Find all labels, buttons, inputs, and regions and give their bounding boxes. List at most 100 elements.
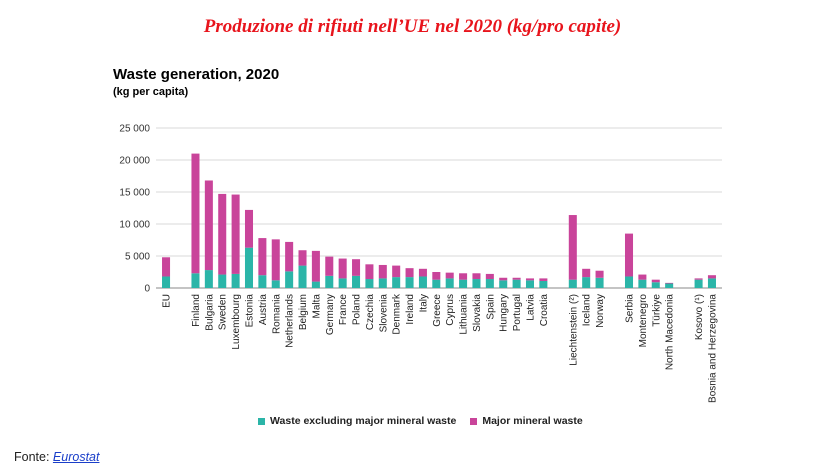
source-line: Fonte: Eurostat [14, 450, 99, 464]
x-category-label: Lithuania [459, 294, 470, 335]
bar-segment-waste-excluding [271, 280, 280, 288]
legend-swatch-teal [258, 417, 265, 425]
bar-segment-waste-excluding [191, 273, 200, 288]
legend-label-waste-excluding: Waste excluding major mineral waste [270, 415, 457, 427]
x-category-label: Montenegro [638, 294, 649, 348]
bar-segment-waste-excluding [707, 278, 716, 288]
bar-segment-major-mineral [271, 239, 280, 281]
x-category-label: Estonia [244, 294, 255, 328]
bar-segment-major-mineral [595, 270, 604, 278]
x-category-label: Slovenia [378, 294, 389, 333]
bar-segment-waste-excluding [694, 279, 703, 288]
x-category-label: Bosnia and Herzegovina [707, 294, 718, 403]
bar-segment-waste-excluding [459, 279, 468, 288]
x-category-label: Malta [311, 294, 322, 319]
x-category-label: Türkiye [651, 294, 662, 327]
x-category-label: Italy [418, 294, 429, 312]
bar-segment-major-mineral [298, 250, 307, 266]
legend-item-major-mineral: Major mineral waste [470, 415, 583, 427]
bar-segment-waste-excluding [418, 276, 427, 288]
y-tick-label: 0 [144, 284, 150, 295]
x-category-label: Liechtenstein (²) [568, 294, 579, 366]
bar-segment-waste-excluding [539, 280, 548, 288]
bar-segment-major-mineral [499, 277, 508, 281]
bar-segment-waste-excluding [595, 277, 604, 288]
source-label: Fonte: [14, 450, 50, 464]
bar-segment-major-mineral [285, 241, 294, 272]
x-category-label: Spain [485, 294, 496, 320]
bar-segment-major-mineral [218, 193, 227, 275]
bar-segment-major-mineral [445, 272, 454, 279]
x-category-label: Bulgaria [204, 294, 215, 331]
x-category-label: Czechia [365, 294, 376, 331]
bar-segment-major-mineral [191, 153, 200, 274]
chart-subtitle: (kg per capita) [113, 86, 189, 98]
bar-segment-waste-excluding [162, 276, 171, 288]
bar-segment-major-mineral [665, 282, 674, 284]
legend-item-waste-excluding: Waste excluding major mineral waste [258, 415, 456, 427]
x-category-label: Iceland [582, 294, 593, 326]
x-category-label: Cyprus [445, 294, 456, 326]
bar-segment-waste-excluding [311, 281, 320, 288]
bar-segment-major-mineral [162, 257, 171, 277]
x-category-label: Sweden [218, 294, 229, 330]
x-category-label: Greece [432, 294, 443, 327]
bar-segment-waste-excluding [432, 279, 441, 288]
y-tick-label: 10 000 [119, 220, 150, 231]
x-category-label: EU [162, 294, 173, 308]
bar-segment-major-mineral [525, 278, 535, 281]
bar-segment-waste-excluding [338, 278, 347, 288]
bar-segment-major-mineral [392, 265, 401, 278]
bar-segment-waste-excluding [405, 277, 414, 288]
bar-segment-waste-excluding [244, 247, 254, 288]
bar-segment-waste-excluding [365, 279, 374, 288]
x-category-label: Serbia [625, 294, 636, 323]
bar-segment-major-mineral [311, 250, 320, 282]
bar-segment-waste-excluding [568, 279, 577, 288]
bar-segment-major-mineral [432, 272, 441, 280]
x-category-label: Portugal [512, 294, 523, 331]
bar-segment-major-mineral [638, 274, 647, 280]
legend-swatch-magenta [470, 417, 478, 425]
bar-segment-waste-excluding [231, 273, 240, 288]
y-tick-label: 25 000 [119, 124, 150, 135]
x-category-label: Luxembourg [231, 294, 242, 350]
x-category-label: North Macedonia [665, 294, 676, 371]
bar-segment-waste-excluding [445, 278, 454, 288]
bar-segment-major-mineral [338, 258, 347, 279]
bar-segment-waste-excluding [525, 280, 535, 288]
bar-segment-major-mineral [378, 264, 387, 279]
bar-segment-major-mineral [244, 209, 254, 248]
x-category-label: Belgium [298, 294, 309, 330]
x-category-label: France [338, 294, 349, 326]
x-category-label: Austria [258, 294, 269, 326]
source-link[interactable]: Eurostat [52, 450, 100, 464]
bar-segment-waste-excluding [258, 275, 267, 288]
bar-segment-major-mineral [365, 264, 374, 280]
bar-segment-waste-excluding [582, 277, 591, 288]
bar-segment-waste-excluding [218, 274, 227, 288]
bar-segment-major-mineral [624, 233, 634, 277]
bar-segment-major-mineral [352, 259, 361, 276]
y-tick-label: 15 000 [119, 188, 150, 199]
bar-segment-waste-excluding [638, 279, 647, 288]
x-category-label: Latvia [525, 294, 536, 321]
x-category-label: Denmark [392, 293, 403, 335]
bar-segment-waste-excluding [204, 270, 213, 288]
bar-segment-waste-excluding [325, 275, 334, 288]
bar-segment-waste-excluding [499, 280, 508, 288]
bar-segment-waste-excluding [472, 279, 481, 288]
bar-segment-waste-excluding [512, 279, 521, 288]
x-category-label: Poland [352, 294, 363, 325]
bar-segment-major-mineral [651, 279, 660, 283]
bar-segment-major-mineral [568, 215, 577, 280]
x-category-label: Slovakia [472, 294, 483, 332]
page-heading: Produzione di rifiuti nell’UE nel 2020 (… [203, 16, 622, 37]
bar-segment-waste-excluding [392, 277, 401, 288]
bar-segment-major-mineral [258, 238, 267, 276]
bar-segment-waste-excluding [485, 279, 494, 288]
bar-segment-major-mineral [459, 273, 468, 280]
bar-segment-major-mineral [539, 278, 548, 281]
bar-segment-waste-excluding [378, 278, 387, 288]
x-category-label: Norway [595, 294, 606, 328]
